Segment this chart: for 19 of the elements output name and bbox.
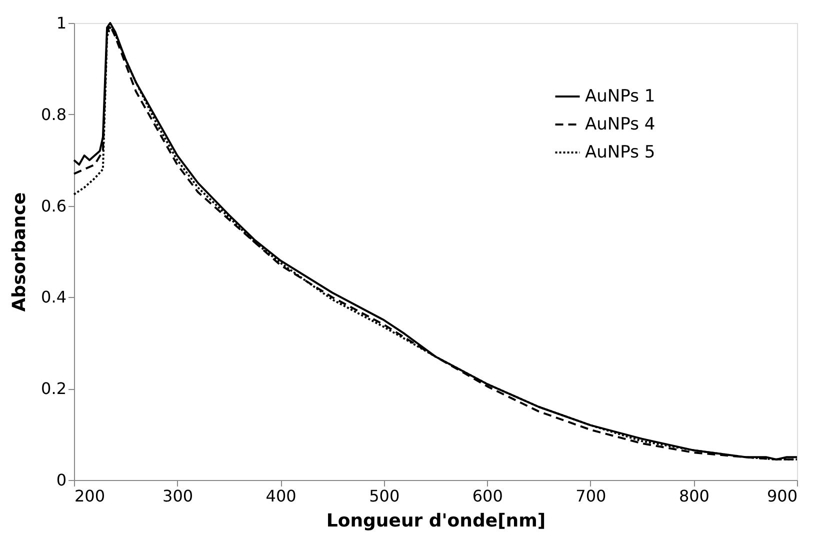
y-axis-title: Absorbance (9, 192, 30, 312)
x-tick-label: 600 (472, 486, 503, 506)
x-axis-title: Longueur d'onde[nm] (326, 510, 546, 532)
x-tick-label: 900 (766, 486, 798, 506)
x-tick-label: 700 (576, 486, 606, 506)
x-tick-label: 800 (678, 486, 710, 506)
y-tick-label: 0 (56, 470, 66, 490)
x-tick-label: 300 (162, 486, 194, 506)
y-tick-label: 1 (56, 14, 66, 32)
y-tick-label: 0.8 (41, 104, 66, 124)
x-tick-label: 200 (74, 486, 106, 506)
y-tick-label: 0.6 (41, 196, 66, 216)
legend-label: AuNPs 1 (585, 86, 656, 106)
legend-label: AuNPs 4 (585, 114, 656, 134)
x-tick-label: 500 (369, 486, 400, 506)
x-tick-label: 400 (266, 486, 296, 506)
legend-label: AuNPs 5 (585, 142, 656, 162)
y-tick-label: 0.4 (41, 288, 66, 307)
y-tick-label: 0.2 (41, 379, 66, 398)
